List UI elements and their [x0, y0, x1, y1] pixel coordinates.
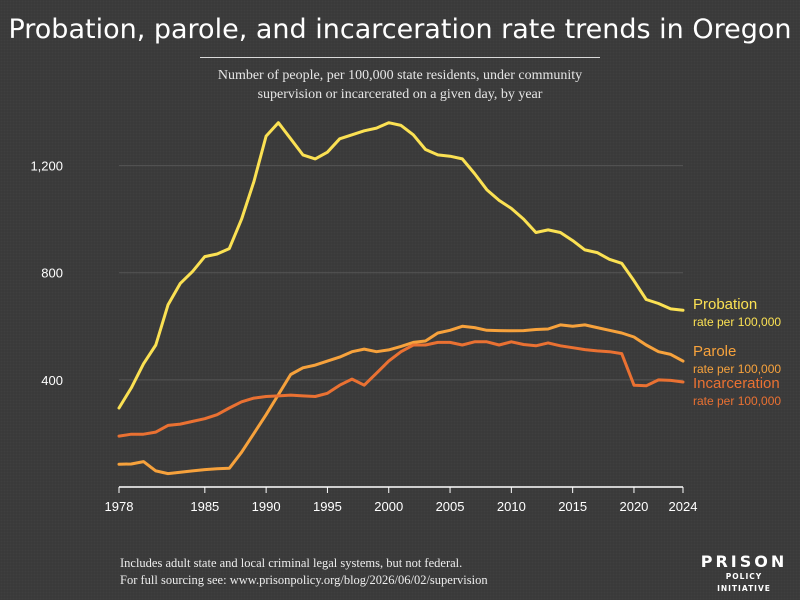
title-divider [200, 57, 600, 58]
axes-group: 400 800 1,200 1978 1985 1990 1995 2000 2005 2010 2… [30, 159, 697, 514]
series-line-parole [117, 323, 685, 476]
footnote-line-2: For full sourcing see: www.prisonpolicy.… [120, 573, 488, 587]
x-tick-label: 2015 [558, 499, 587, 514]
series-lines-group [117, 121, 685, 476]
x-tick-label: 1978 [105, 499, 134, 514]
x-tick-label: 2024 [669, 499, 698, 514]
series-sublabel-parole: rate per 100,000 [693, 362, 781, 376]
series-line-probation [117, 121, 685, 410]
x-tick-label: 2020 [619, 499, 648, 514]
footnote: Includes adult state and local criminal … [120, 555, 488, 589]
x-tick-label: 1990 [252, 499, 281, 514]
chart-subtitle: Number of people, per 100,000 state resi… [170, 66, 630, 104]
x-tick-label: 2000 [374, 499, 403, 514]
y-tick-label: 800 [41, 266, 63, 281]
y-tick-label: 400 [41, 373, 63, 388]
series-sublabel-probation: rate per 100,000 [693, 315, 781, 329]
subtitle-line-2: supervision or incarcerated on a given d… [257, 87, 543, 102]
chart-title: Probation, parole, and incarceration rat… [8, 14, 792, 45]
x-tick-label: 1985 [190, 499, 219, 514]
series-label-parole: Parole [693, 343, 736, 360]
y-tick-label: 1,200 [30, 159, 63, 174]
logo-sub-text: POLICY INITIATIVE [717, 572, 771, 593]
series-sublabel-incarceration: rate per 100,000 [693, 394, 781, 408]
series-labels-group: Probation rate per 100,000 Parole rate per … [693, 296, 781, 408]
series-label-incarceration: Incarceration [693, 375, 780, 392]
x-tick-label: 1995 [313, 499, 342, 514]
series-line-incarceration [117, 340, 685, 438]
subtitle-line-1: Number of people, per 100,000 state resi… [217, 68, 583, 83]
x-tick-label: 2005 [436, 499, 465, 514]
footnote-line-1: Includes adult state and local criminal … [120, 556, 463, 570]
x-tick-label: 2010 [497, 499, 526, 514]
logo-main-text: PRISON [700, 552, 788, 571]
prison-policy-initiative-logo: PRISON POLICY INITIATIVE [698, 553, 790, 595]
series-label-probation: Probation [693, 296, 757, 313]
